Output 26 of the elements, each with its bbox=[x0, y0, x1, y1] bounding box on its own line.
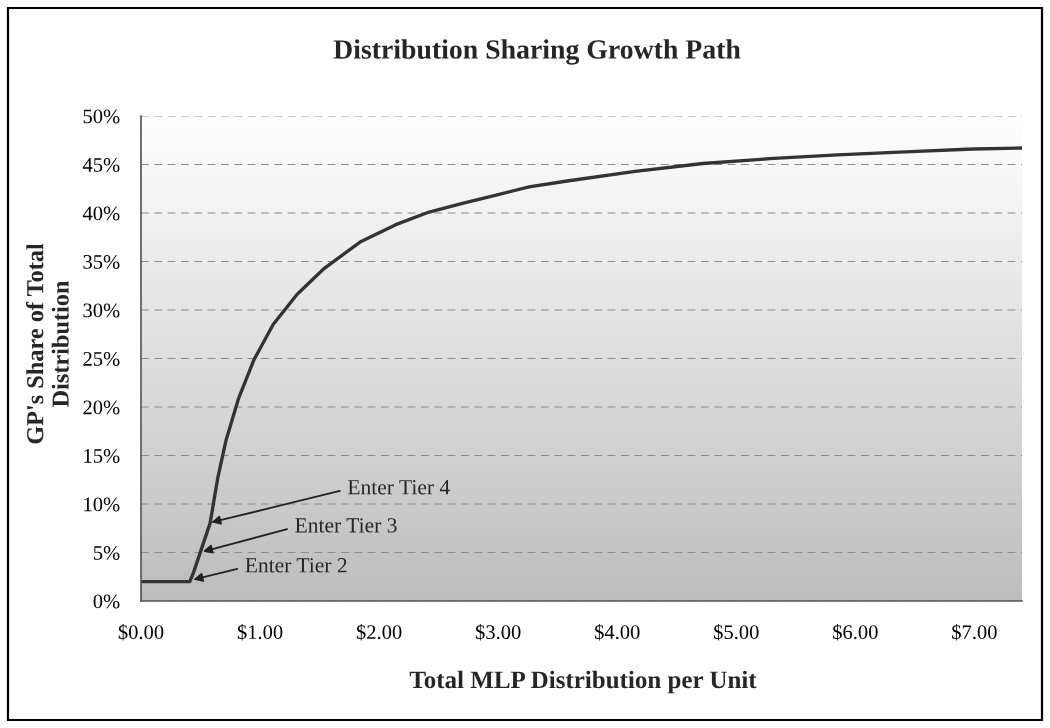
y-tick-label: 35% bbox=[83, 254, 120, 269]
line-series bbox=[141, 146, 1022, 584]
y-tick-label: 0% bbox=[93, 594, 120, 609]
x-tick-label: $5.00 bbox=[714, 623, 759, 641]
y-tick-label: 5% bbox=[93, 545, 120, 560]
y-tick-label: 45% bbox=[82, 157, 120, 172]
x-axis-title: Total MLP Distribution per Unit bbox=[409, 670, 757, 694]
y-tick-label: 40% bbox=[82, 206, 120, 221]
y-tick-label: 10% bbox=[84, 497, 120, 512]
y-tick-label: 15% bbox=[84, 448, 120, 463]
x-tick-label: $3.00 bbox=[475, 623, 521, 641]
y-tick-label: 50% bbox=[83, 109, 120, 124]
y-tick-label: 30% bbox=[83, 303, 120, 318]
chart-title: Distribution Sharing Growth Path bbox=[333, 39, 741, 65]
x-tick-label: $1.00 bbox=[237, 623, 283, 641]
y-axis-title: GP's Share of Total Distribution bbox=[26, 243, 69, 444]
x-tick-label: $4.00 bbox=[594, 623, 640, 641]
y-tick-label: 25% bbox=[83, 351, 120, 366]
x-tick-label: $2.00 bbox=[356, 623, 402, 641]
y-tick-label: 20% bbox=[83, 400, 120, 415]
annotation: Enter Tier 2 bbox=[245, 558, 347, 573]
x-tick-label: $7.00 bbox=[952, 623, 997, 641]
annotation: Enter Tier 3 bbox=[295, 518, 397, 533]
x-tick-label: $6.00 bbox=[833, 623, 878, 641]
x-tick-label: $0.00 bbox=[118, 623, 164, 641]
annotation: Enter Tier 4 bbox=[347, 480, 450, 495]
